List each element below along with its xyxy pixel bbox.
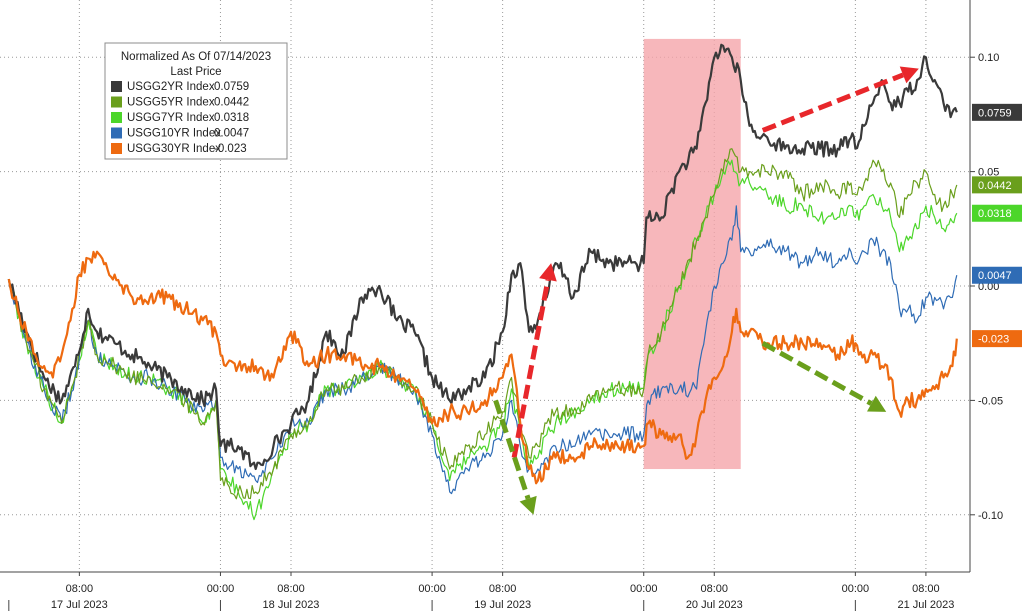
y-tick-label: 0.00	[978, 281, 999, 293]
y-tick-label: 0.10	[978, 52, 999, 64]
last-value-tag	[972, 176, 1022, 194]
legend-series-name: USGG30YR Index	[127, 143, 221, 155]
legend-series-value: 0.0759	[214, 81, 249, 93]
legend-series-value: 0.0047	[214, 128, 249, 140]
x-tick-label: 08:00	[912, 583, 940, 595]
legend-title: Normalized As Of 07/14/2023	[121, 51, 271, 63]
trend-arrow-shaft	[493, 399, 531, 500]
legend-series-name: USGG10YR Index	[127, 128, 221, 140]
trend-arrow-shaft	[761, 341, 873, 406]
trend-arrow-shaft	[761, 72, 904, 133]
legend-series-value: 0.0318	[214, 112, 249, 124]
last-value-tag	[972, 266, 1022, 284]
last-value-text: 0.0047	[978, 270, 1012, 282]
y-axis: 0.10 0.05 0.00 -0.05 -0.10	[969, 0, 1003, 572]
last-value-tag	[972, 330, 1022, 348]
x-tick-label: 08:00	[489, 583, 517, 595]
legend-swatch	[111, 127, 122, 139]
day-label: 17 Jul 2023	[51, 599, 108, 611]
last-value-text: 0.0318	[978, 208, 1012, 220]
legend-series-name: USGG7YR Index	[127, 112, 215, 124]
last-value-tags: 0.0759 0.0442 0.0318 0.0047 -0.023	[972, 103, 1022, 348]
y-tick-label: -0.05	[978, 395, 1003, 407]
legend-series-name: USGG2YR Index	[127, 81, 215, 93]
legend-subtitle: Last Price	[170, 66, 221, 78]
trend-arrow-shaft	[511, 279, 551, 459]
x-axis: 08:00 00:00 08:00 00:00 08:00 00:00 08:00 00:00…	[0, 571, 970, 611]
legend-swatch	[111, 96, 122, 108]
x-tick-label: 08:00	[277, 583, 305, 595]
series-line-usgg10yr	[8, 205, 958, 495]
legend-series-name: USGG5YR Index	[127, 97, 215, 109]
trend-arrows	[493, 66, 919, 515]
series-line-usgg7yr	[8, 159, 958, 521]
x-tick-label: 00:00	[418, 583, 446, 595]
trend-arrow-head	[539, 263, 557, 282]
y-tick-label: -0.10	[978, 510, 1003, 522]
last-value-text: 0.0442	[978, 180, 1012, 192]
legend-entries: USGG2YR Index 0.0759 USGG5YR Index 0.0442 US…	[111, 81, 249, 155]
x-tick-label: 08:00	[701, 583, 729, 595]
day-label: 19 Jul 2023	[474, 599, 531, 611]
last-value-text: -0.023	[978, 334, 1009, 346]
day-label: 21 Jul 2023	[897, 599, 954, 611]
series-line-usgg2yr	[7, 43, 958, 471]
series-line-usgg30yr	[7, 250, 958, 485]
legend-series-value: -0.023	[214, 143, 247, 155]
legend-box	[104, 42, 288, 160]
x-tick-label: 00:00	[207, 583, 235, 595]
legend: Normalized As Of 07/14/2023 Last Price U…	[104, 42, 288, 160]
last-value-tag	[972, 103, 1022, 121]
x-tick-label: 00:00	[630, 583, 658, 595]
trend-arrow-head	[866, 395, 887, 412]
legend-series-value: 0.0442	[214, 97, 249, 109]
last-value-tag	[972, 204, 1022, 222]
y-tick-label: 0.05	[978, 167, 999, 179]
legend-swatch	[111, 112, 122, 123]
series-lines	[7, 43, 958, 521]
trend-arrow-head	[519, 495, 537, 515]
day-label: 20 Jul 2023	[686, 599, 743, 611]
x-tick-label: 08:00	[66, 583, 94, 595]
trend-arrow-head	[899, 66, 919, 84]
legend-swatch	[111, 143, 122, 154]
day-label: 18 Jul 2023	[263, 599, 320, 611]
series-line-usgg5yr	[8, 148, 958, 500]
x-tick-label: 00:00	[842, 583, 870, 595]
last-value-text: 0.0759	[978, 107, 1012, 119]
legend-swatch	[111, 81, 122, 92]
